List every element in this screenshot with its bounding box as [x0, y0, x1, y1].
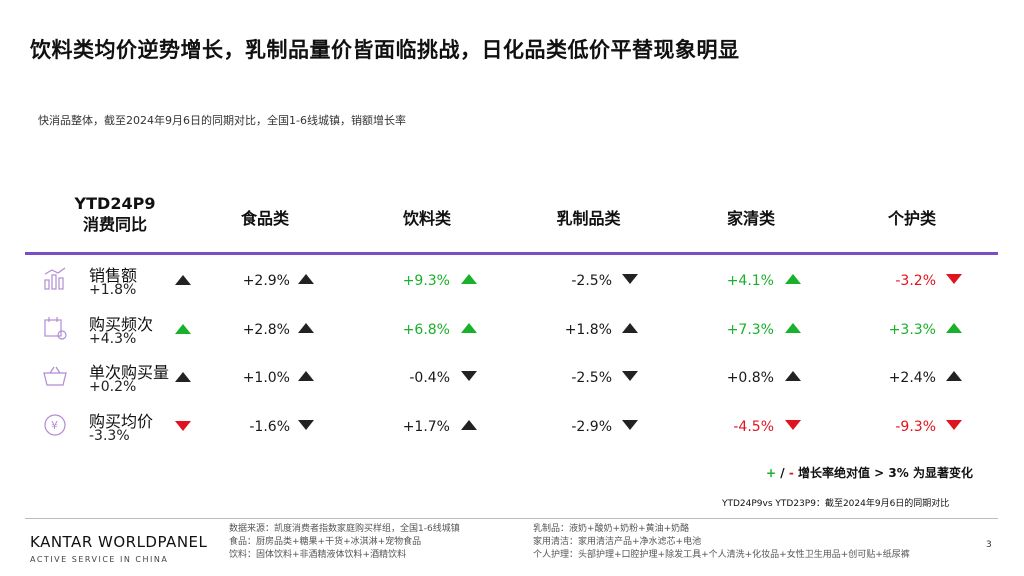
note-plus: +: [766, 466, 777, 480]
cell-value: +4.1%: [726, 273, 774, 289]
trend-up-arrow-icon: [785, 323, 801, 333]
cell-value: +1.7%: [402, 419, 450, 435]
row-overall-value: +4.3%: [89, 331, 137, 347]
trend-up-arrow-icon: [461, 274, 477, 284]
bar-chart-icon: [42, 266, 68, 292]
note-slash: /: [776, 466, 789, 480]
overall-trend-arrow-icon: [175, 421, 191, 431]
kantar-logo: KANTAR WORLDPANEL: [30, 533, 208, 551]
overall-trend-arrow-icon: [175, 372, 191, 382]
footer-divider: [25, 518, 998, 519]
trend-down-arrow-icon: [622, 371, 638, 381]
cell-value: -2.9%: [571, 419, 612, 435]
overall-trend-arrow-icon: [175, 275, 191, 285]
trend-up-arrow-icon: [298, 274, 314, 284]
footer-definition-line: 家用清洁：家用清洁产品+净水滤芯+电池: [533, 537, 702, 547]
footer-definition-line: 乳制品：液奶+酸奶+奶粉+黄油+奶酪: [533, 524, 690, 534]
header-divider: [25, 252, 998, 255]
table-row: ¥ 购买均价 -3.3% -1.6% +1.7% -2.9% -4.5% -9.3%: [0, 408, 1024, 456]
footer-sources: 数据来源：凯度消费者指数家庭购买样组，全国1-6线城镇 食品：厨房品类+糖果+干…: [229, 523, 460, 562]
row-label: 购买均价: [89, 412, 154, 431]
cell-value: -3.2%: [895, 273, 936, 289]
row-overall-value: -3.3%: [89, 428, 130, 444]
column-header-personal-care: 个护类: [887, 209, 936, 228]
footer-definition-line: 个人护理：头部护理+口腔护理+除发工具+个人清洗+化妆品+女性卫生用品+创可贴+…: [533, 550, 910, 560]
footer-definitions: 乳制品：液奶+酸奶+奶粉+黄油+奶酪 家用清洁：家用清洁产品+净水滤芯+电池 个…: [533, 523, 910, 562]
significance-note: + / - 增长率绝对值 > 3% 为显著变化: [766, 464, 973, 481]
page-title: 饮料类均价逆势增长，乳制品量价皆面临挑战，日化品类低价平替现象明显: [30, 38, 740, 62]
cell-value: -9.3%: [895, 419, 936, 435]
trend-down-arrow-icon: [622, 420, 638, 430]
column-header-food: 食品类: [240, 209, 289, 228]
cell-value: +7.3%: [726, 322, 774, 338]
calendar-icon: [42, 315, 68, 341]
trend-up-arrow-icon: [946, 323, 962, 333]
table-row: 单次购买量 +0.2% +1.0% -0.4% -2.5% +0.8% +2.4%: [0, 359, 1024, 407]
column-header-beverage: 饮料类: [402, 209, 451, 228]
trend-down-arrow-icon: [298, 420, 314, 430]
page-subtitle: 快消品整体，截至2024年9月6日的同期对比，全国1-6线城镇，销额增长率: [38, 114, 406, 127]
cell-value: +3.3%: [888, 322, 936, 338]
row-overall-value: +1.8%: [89, 282, 137, 298]
basket-icon: [42, 363, 68, 389]
trend-down-arrow-icon: [946, 274, 962, 284]
overall-trend-arrow-icon: [175, 324, 191, 334]
trend-up-arrow-icon: [785, 371, 801, 381]
cell-value: -4.5%: [733, 419, 774, 435]
row-label: 购买频次: [89, 315, 154, 334]
trend-down-arrow-icon: [785, 420, 801, 430]
trend-down-arrow-icon: [946, 420, 962, 430]
cell-value: -0.4%: [409, 370, 450, 386]
trend-down-arrow-icon: [461, 371, 477, 381]
trend-up-arrow-icon: [298, 371, 314, 381]
column-header-home-care: 家清类: [726, 209, 775, 228]
ytd-header-line2: 消费同比: [82, 215, 147, 234]
trend-up-arrow-icon: [298, 323, 314, 333]
kantar-logo-tagline: ACTIVE SERVICE IN CHINA: [30, 555, 169, 564]
footer-source-line: 食品：厨房品类+糖果+干货+冰淇淋+宠物食品: [229, 537, 422, 547]
trend-up-arrow-icon: [461, 323, 477, 333]
note-minus: -: [788, 466, 794, 480]
page-number: 3: [986, 540, 992, 550]
cell-value: +9.3%: [402, 273, 450, 289]
yuan-price-icon: ¥: [42, 412, 68, 438]
trend-up-arrow-icon: [946, 371, 962, 381]
cell-value: +2.4%: [888, 370, 936, 386]
cell-value: +0.8%: [726, 370, 774, 386]
table-row: 购买频次 +4.3% +2.8% +6.8% +1.8% +7.3% +3.3%: [0, 311, 1024, 359]
note-text: 增长率绝对值 > 3% 为显著变化: [797, 466, 973, 480]
cell-value: +2.8%: [242, 322, 290, 338]
trend-down-arrow-icon: [622, 274, 638, 284]
cell-value: +6.8%: [402, 322, 450, 338]
trend-up-arrow-icon: [622, 323, 638, 333]
cell-value: +1.0%: [242, 370, 290, 386]
cell-value: +1.8%: [564, 322, 612, 338]
trend-up-arrow-icon: [461, 420, 477, 430]
trend-up-arrow-icon: [785, 274, 801, 284]
ytd-header: YTD24P9 消费同比: [60, 193, 170, 235]
cell-value: -2.5%: [571, 273, 612, 289]
table-row: 销售额 +1.8% +2.9% +9.3% -2.5% +4.1% -3.2%: [0, 262, 1024, 310]
cell-value: +2.9%: [242, 273, 290, 289]
period-note: YTD24P9vs YTD23P9：截至2024年9月6日的同期对比: [722, 499, 950, 509]
svg-text:¥: ¥: [51, 419, 58, 432]
ytd-header-line1: YTD24P9: [74, 194, 156, 213]
row-label: 销售额: [89, 266, 138, 285]
footer-source-line: 数据来源：凯度消费者指数家庭购买样组，全国1-6线城镇: [229, 524, 460, 534]
row-label: 单次购买量: [89, 363, 170, 382]
cell-value: -2.5%: [571, 370, 612, 386]
footer-source-line: 饮料：固体饮料+非酒精液体饮料+酒精饮料: [229, 550, 407, 560]
row-overall-value: +0.2%: [89, 379, 137, 395]
column-header-dairy: 乳制品类: [556, 209, 621, 228]
cell-value: -1.6%: [249, 419, 290, 435]
